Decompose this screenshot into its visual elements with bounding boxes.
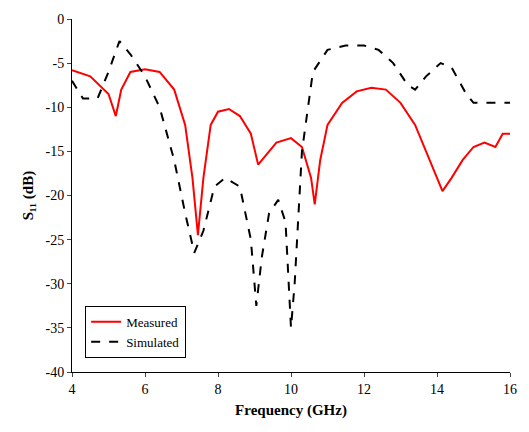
svg-text:0: 0 <box>57 12 64 27</box>
svg-text:-40: -40 <box>46 365 65 380</box>
svg-text:-10: -10 <box>46 100 65 115</box>
svg-text:8: 8 <box>215 382 222 397</box>
svg-text:Simulated: Simulated <box>126 335 179 350</box>
svg-text:-20: -20 <box>46 188 65 203</box>
svg-text:Frequency (GHz): Frequency (GHz) <box>235 402 347 419</box>
svg-text:-5: -5 <box>53 56 65 71</box>
svg-text:-15: -15 <box>46 144 65 159</box>
svg-text:-30: -30 <box>46 277 65 292</box>
svg-text:4: 4 <box>69 382 76 397</box>
svg-text:10: 10 <box>284 382 298 397</box>
svg-text:-35: -35 <box>46 321 65 336</box>
svg-text:-25: -25 <box>46 233 65 248</box>
svg-text:Measured: Measured <box>126 315 178 330</box>
svg-text:6: 6 <box>142 382 149 397</box>
svg-text:16: 16 <box>503 382 517 397</box>
svg-text:12: 12 <box>357 382 371 397</box>
svg-text:14: 14 <box>430 382 444 397</box>
svg-text:S₁₁ (dB): S₁₁ (dB) <box>20 171 37 220</box>
